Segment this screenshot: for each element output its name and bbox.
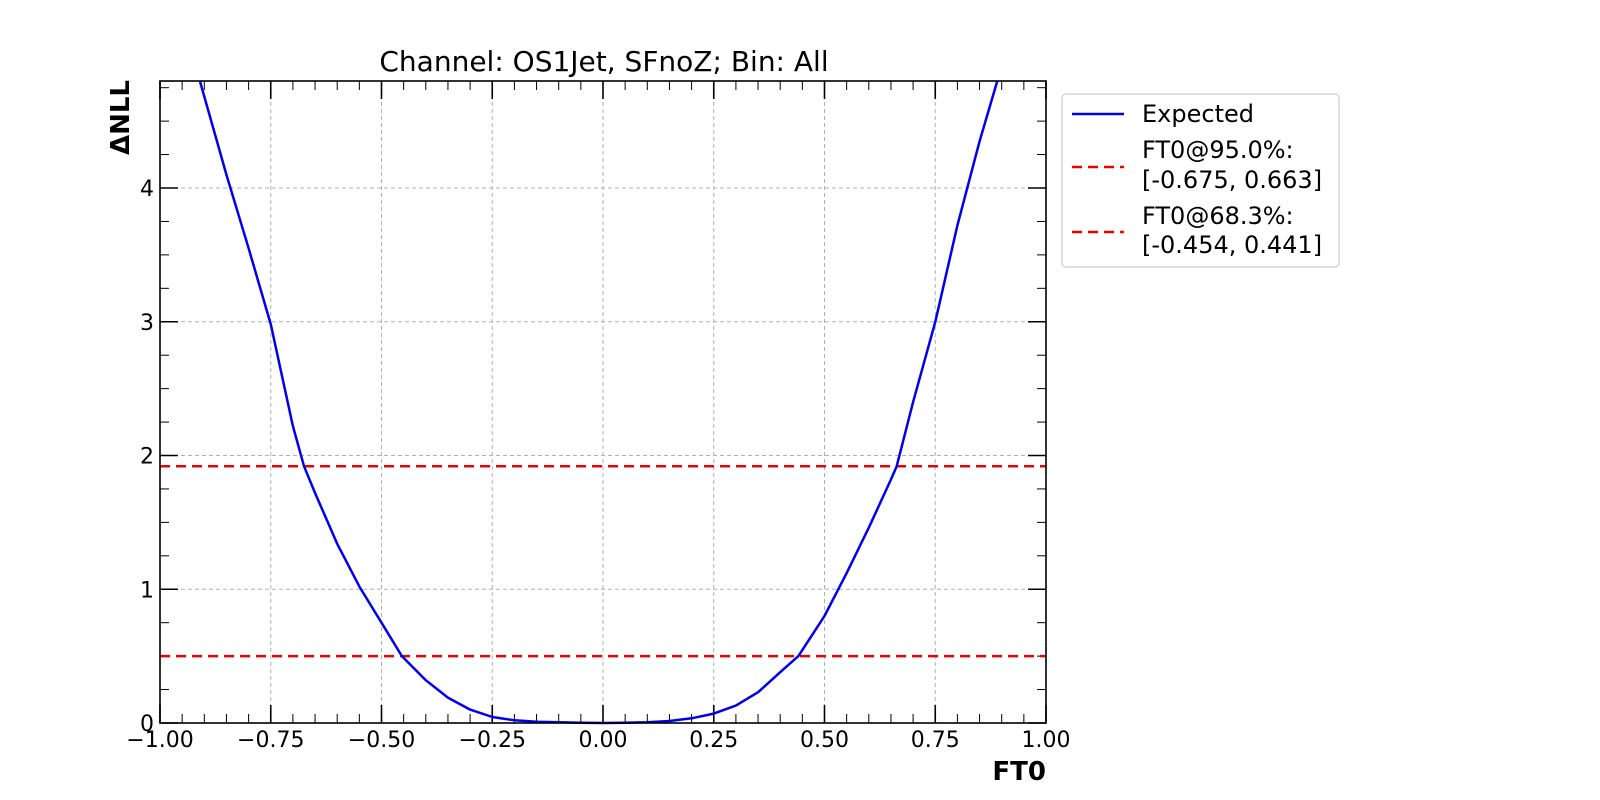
legend-interval-68: [-0.454, 0.441] — [1142, 231, 1322, 259]
x-tick-label: −0.75 — [237, 728, 304, 753]
x-tick-label: −0.25 — [459, 728, 526, 753]
grid-layer — [160, 81, 1046, 723]
legend-label-expected: Expected — [1142, 100, 1254, 128]
chart-title: Channel: OS1Jet, SFnoZ; Bin: All — [379, 45, 828, 78]
x-tick-label: −0.50 — [348, 728, 415, 753]
y-tick-label: 0 — [140, 712, 154, 737]
y-tick-label: 3 — [140, 311, 154, 336]
series-layer — [198, 80, 999, 725]
legend-frame — [1061, 93, 1340, 268]
y-tick-label: 1 — [140, 578, 154, 603]
y-tick-label: 2 — [140, 445, 154, 470]
legend-label-95: FT0@95.0%: — [1142, 136, 1294, 164]
tick-labels: −1.00 −0.75 −0.50 −0.25 0.00 0.25 0.50 0.75 1.00… — [126, 177, 1070, 753]
x-tick-label: 0.00 — [579, 728, 628, 753]
x-tick-label: 0.25 — [689, 728, 738, 753]
legend: Expected FT0@95.0%: [-0.675, 0.663] FT0@… — [1061, 93, 1340, 268]
x-tick-label: 0.50 — [800, 728, 849, 753]
x-tick-label: 0.75 — [911, 728, 960, 753]
x-tick-label: 1.00 — [1022, 728, 1071, 753]
plot-frame — [159, 80, 1047, 724]
series-line-0 — [198, 80, 999, 725]
x-axis-label: FT0 — [992, 757, 1046, 787]
y-tick-label: 4 — [140, 177, 154, 202]
legend-label-68: FT0@68.3%: — [1142, 202, 1294, 230]
x-tick-label: −1.00 — [126, 728, 193, 753]
y-axis-label: ΔNLL — [106, 80, 136, 155]
reference-lines — [160, 464, 1046, 658]
legend-interval-95: [-0.675, 0.663] — [1142, 166, 1322, 194]
